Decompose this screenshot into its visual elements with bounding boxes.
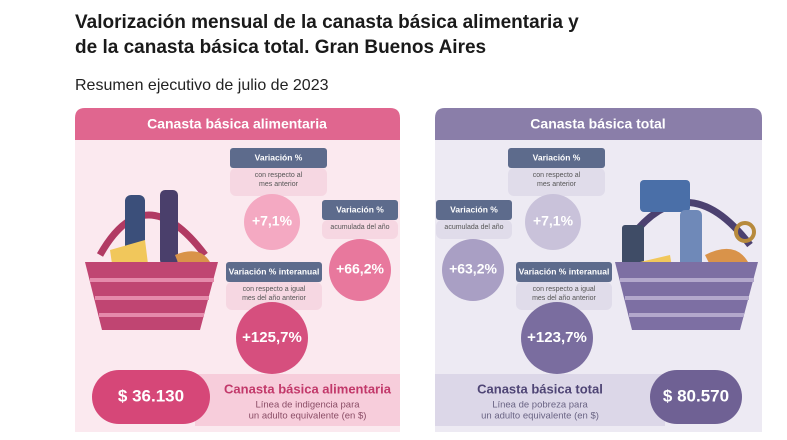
footer-title: Canasta básica total [477, 381, 603, 396]
variation-sub: mes del año anterior [242, 295, 306, 302]
variation-sub: acumulada del año [330, 224, 389, 231]
amount-pill [92, 370, 210, 424]
variation-sub: con respecto a igual [243, 286, 306, 293]
panel-header [75, 108, 400, 140]
variation-circle [236, 302, 308, 374]
variation-value: +123,7% [527, 329, 587, 346]
variation-label: Variación % [336, 204, 384, 214]
subtitle: Resumen ejecutivo de julio de 2023 [75, 77, 329, 94]
variation-circle [329, 239, 391, 301]
title-line: Valorización mensual de la canasta básic… [75, 12, 579, 33]
variation-sub: mes del año anterior [532, 295, 596, 302]
amount: $ 36.130 [118, 386, 184, 405]
variation-sub: acumulada del año [444, 224, 503, 231]
variation-sub: con respecto al [533, 172, 581, 179]
variation-value: +7,1% [533, 213, 574, 229]
variation-circle [521, 302, 593, 374]
variation-label-bg [516, 262, 612, 282]
variation-value: +7,1% [252, 213, 293, 229]
panel-title: Canasta básica alimentaria [147, 116, 327, 132]
basket-illustration [85, 190, 218, 330]
variation-label: Variación % interanual [229, 266, 320, 276]
variation-label-bg [226, 262, 322, 282]
amount: $ 80.570 [663, 386, 729, 405]
variation-label-bg [322, 200, 398, 220]
footer-title: Canasta básica alimentaria [224, 381, 392, 396]
footer-text: Línea de pobreza para [492, 400, 588, 411]
variation-value: +125,7% [242, 329, 302, 346]
footer-text: Línea de indigencia para [255, 400, 360, 411]
variation-circle [525, 194, 581, 250]
variation-sub-bg [508, 168, 605, 196]
variation-sub-bg [322, 220, 398, 239]
variation-circle [244, 194, 300, 250]
title-line: de la canasta básica total. Gran Buenos … [75, 37, 486, 58]
variation-sub-bg [516, 282, 612, 310]
variation-sub: con respecto al [255, 172, 303, 179]
panel-title: Canasta básica total [530, 116, 665, 132]
panel-header [435, 108, 762, 140]
variation-sub: mes anterior [259, 181, 299, 188]
variation-label-bg [436, 200, 512, 220]
variation-sub: mes anterior [537, 181, 577, 188]
variation-label: Variación % [255, 152, 303, 162]
variation-label: Variación % interanual [519, 266, 610, 276]
amount-pill [650, 370, 742, 424]
variation-label: Variación % [533, 152, 581, 162]
footer-bg [195, 374, 400, 426]
variation-label: Variación % [450, 204, 498, 214]
variation-sub-bg [226, 282, 322, 310]
footer-text: un adulto equivalente (en $) [481, 411, 599, 422]
variation-label-bg [230, 148, 327, 168]
variation-sub-bg [230, 168, 327, 196]
variation-value: +66,2% [336, 261, 384, 277]
variation-sub: con respecto a igual [533, 286, 596, 293]
basket-illustration [615, 180, 758, 330]
variation-label-bg [508, 148, 605, 168]
variation-value: +63,2% [449, 261, 497, 277]
footer-text: un adulto equivalente (en $) [249, 411, 367, 422]
variation-circle [442, 239, 504, 301]
variation-sub-bg [436, 220, 512, 239]
footer-bg [435, 374, 665, 426]
